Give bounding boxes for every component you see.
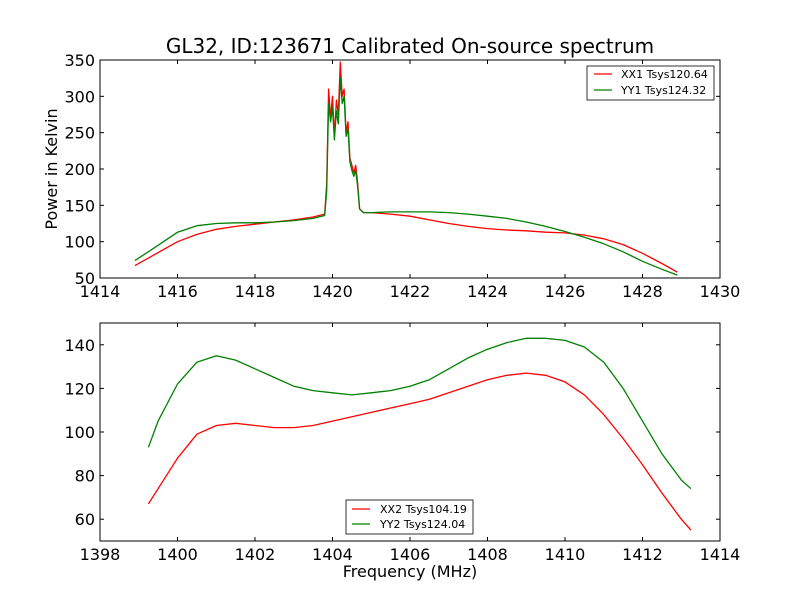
bottom-ytick-label: 120 [64,379,95,398]
bottom-chart-legend: XX2 Tsys104.19 YY2 Tsys124.04 [345,499,474,535]
top-ytick-label: 100 [64,233,95,252]
bottom-ytick-label: 60 [75,510,95,529]
bottom-chart-series [147,337,692,531]
bottom-xtick-label: 1406 [390,545,431,564]
bottom-legend-label-xx2: XX2 Tsys104.19 [380,503,467,516]
top-xtick-label: 1426 [545,282,586,301]
bottom-xtick-label: 1414 [700,545,741,564]
top-chart-ylabel: Power in Kelvin [42,108,61,229]
bottom-ytick-label: 80 [75,467,95,486]
top-xtick-label: 1424 [467,282,508,301]
top-chart-series [134,61,678,276]
bottom-xtick-label: 1398 [80,545,121,564]
top-xtick-label: 1420 [312,282,353,301]
bottom-chart-xlabel: Frequency (MHz) [343,562,477,581]
top-ytick-label: 50 [75,269,95,288]
top-ytick-label: 350 [64,51,95,70]
top-ytick-label: 300 [64,87,95,106]
top-chart-title: GL32, ID:123671 Calibrated On-source spe… [166,34,654,58]
bottom-xtick-label: 1400 [157,545,198,564]
bottom-xtick-label: 1404 [312,545,353,564]
bottom-xtick-label: 1408 [467,545,508,564]
top-chart-legend: XX1 Tsys120.64 YY1 Tsys124.32 [586,65,715,101]
top-legend-label-xx1: XX1 Tsys120.64 [621,68,708,81]
bottom-ytick-label: 100 [64,423,95,442]
top-chart: GL32, ID:123671 Calibrated On-source spe… [42,34,740,301]
top-xtick-label: 1416 [157,282,198,301]
top-xtick-label: 1428 [622,282,663,301]
top-ytick-label: 250 [64,124,95,143]
bottom-xtick-label: 1402 [235,545,276,564]
top-xtick-label: 1418 [235,282,276,301]
bottom-ytick-label: 140 [64,336,95,355]
top-xtick-label: 1414 [80,282,121,301]
bottom-chart: 1398 1400 1402 1404 1406 1408 1410 1412 1414 60 80… [64,322,740,581]
bottom-xtick-label: 1412 [622,545,663,564]
top-chart-ticks: 1414 1416 1418 1420 1422 1424 1426 1428 1430 50 10… [64,51,740,301]
top-xtick-label: 1422 [390,282,431,301]
bottom-xtick-label: 1410 [545,545,586,564]
top-legend-box [586,65,715,101]
bottom-series-line-1 [147,337,692,490]
top-ytick-label: 200 [64,160,95,179]
top-xtick-label: 1430 [700,282,741,301]
top-legend-label-yy1: YY1 Tsys124.32 [620,84,706,97]
bottom-legend-box [345,499,474,535]
bottom-series-line-0 [147,372,692,531]
top-ytick-label: 150 [64,196,95,215]
bottom-chart-ticks: 1398 1400 1402 1404 1406 1408 1410 1412 1414 60 80… [64,323,740,564]
bottom-legend-label-yy2: YY2 Tsys124.04 [379,518,465,531]
top-series-line-1 [134,77,678,276]
